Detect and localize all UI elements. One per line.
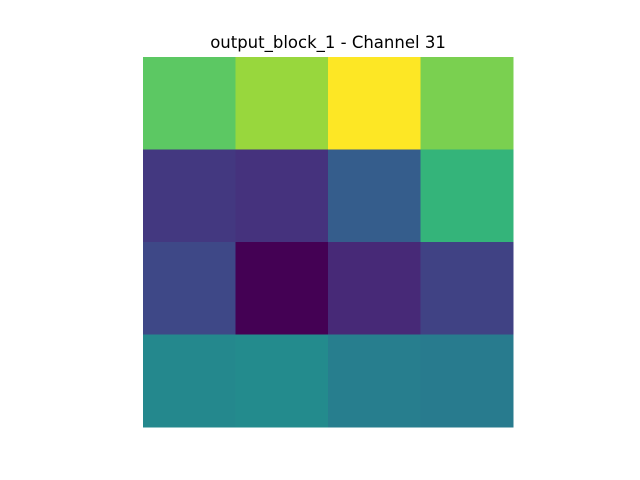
heatmap-cell-r3-c1 bbox=[235, 334, 329, 428]
heatmap-cell-r0-c2 bbox=[328, 57, 421, 150]
heatmap-cell-r0-c1 bbox=[235, 57, 329, 150]
chart-title: output_block_1 - Channel 31 bbox=[210, 33, 446, 52]
heatmap-cell-r0-c0 bbox=[143, 57, 236, 150]
heatmap-cell-r2-c3 bbox=[420, 242, 514, 335]
heatmap-cell-r3-c0 bbox=[143, 334, 236, 428]
heatmap-cell-r2-c0 bbox=[143, 242, 236, 335]
heatmap-cell-r2-c1 bbox=[235, 242, 329, 335]
heatmap-cell-r1-c3 bbox=[420, 149, 514, 243]
heatmap-cell-r0-c3 bbox=[420, 57, 514, 150]
heatmap-cell-r1-c0 bbox=[143, 149, 236, 243]
heatmap-cell-r2-c2 bbox=[328, 242, 421, 335]
heatmap-cell-r1-c2 bbox=[328, 149, 421, 243]
heatmap-cell-r3-c2 bbox=[328, 334, 421, 428]
heatmap-cell-r3-c3 bbox=[420, 334, 514, 428]
heatmap-cell-r1-c1 bbox=[235, 149, 329, 243]
